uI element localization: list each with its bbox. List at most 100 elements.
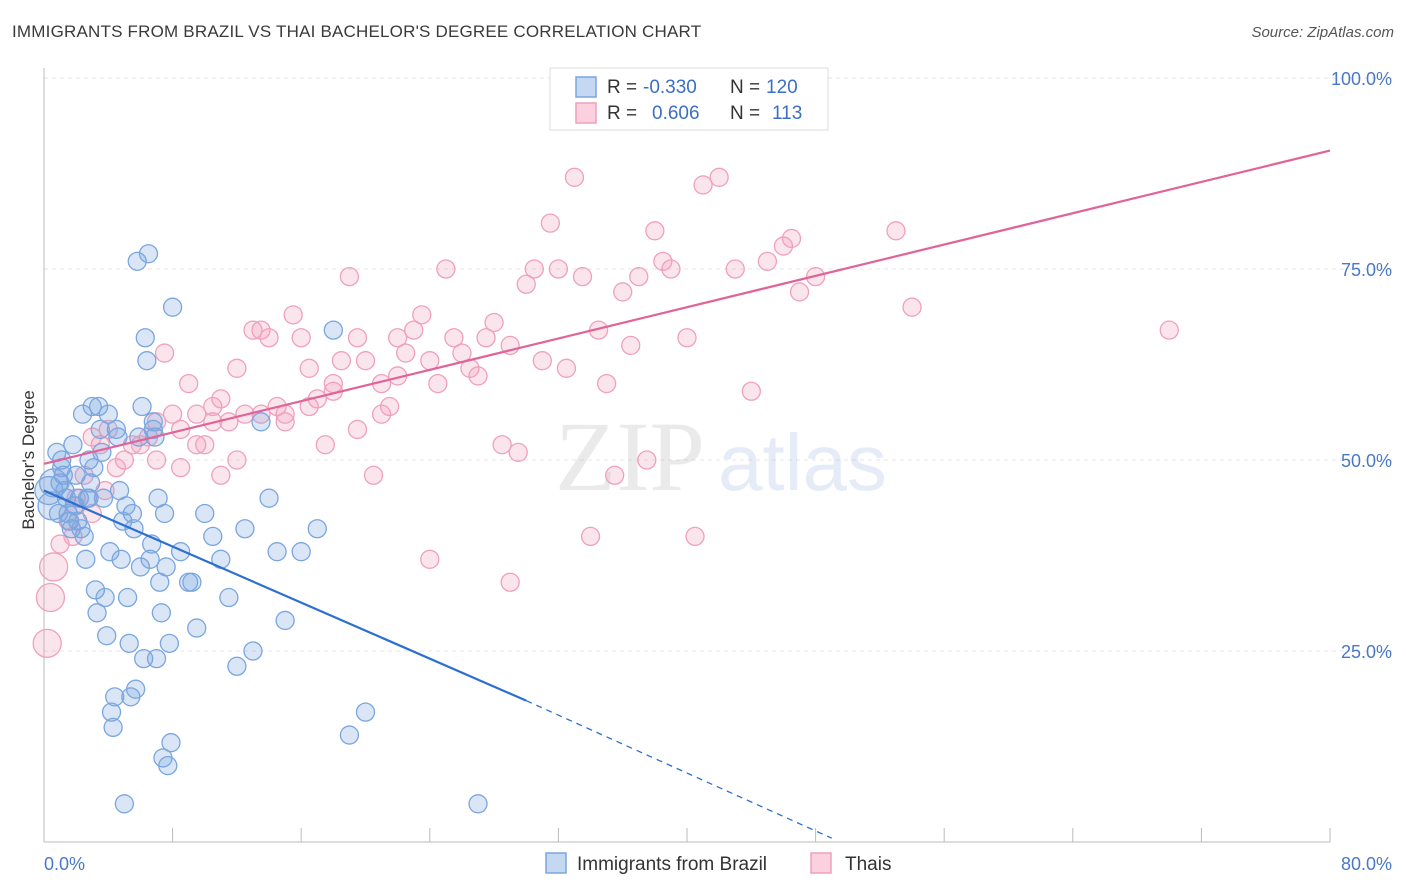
legend-swatch-brazil — [575, 76, 597, 98]
correlation-legend: R = -0.330 N = 120 R = 0.606 N = 113 — [549, 67, 829, 131]
thai-point-29 — [283, 305, 303, 325]
thai-point-72 — [629, 266, 649, 287]
x-tick-label-max: 80.0% — [1341, 854, 1392, 874]
thai-point-66 — [580, 526, 601, 547]
brazil-point-98 — [79, 488, 99, 508]
thai-point-19 — [203, 396, 223, 417]
bottom-legend-label-brazil: Immigrants from Brazil — [577, 854, 767, 875]
thai-point-15 — [170, 457, 191, 478]
thai-point-109 — [371, 404, 392, 424]
brazil-point-88 — [267, 542, 287, 562]
brazil-point-53 — [127, 251, 147, 272]
thai-point-47 — [428, 373, 448, 394]
thai-point-63 — [556, 358, 577, 378]
thai-point-61 — [540, 213, 561, 233]
brazil-point-36 — [100, 542, 120, 562]
thai-point-22 — [227, 358, 247, 378]
legend-n-value-thai: 113 — [772, 103, 802, 124]
y-tick-label-1: 75.0% — [1341, 260, 1392, 280]
brazil-point-25 — [82, 396, 102, 417]
thai-point-18 — [195, 435, 215, 455]
brazil-point-27 — [85, 580, 106, 600]
brazil-point-58 — [135, 328, 155, 348]
brazil-point-91 — [307, 519, 327, 539]
thai-point-24 — [243, 320, 263, 340]
thai-point-60 — [532, 351, 552, 371]
brazil-point-50 — [122, 503, 143, 524]
brazil-point-99 — [143, 419, 163, 440]
thai-point-9 — [98, 419, 118, 440]
chart-source: Source: ZipAtlas.com — [1251, 24, 1394, 41]
thai-point-59 — [524, 259, 544, 279]
thai-point-64 — [564, 167, 585, 187]
thai-trend-line — [43, 149, 1331, 465]
thai-point-108 — [323, 373, 344, 394]
brazil-point-86 — [251, 412, 271, 432]
thai-point-62 — [548, 259, 569, 279]
thai-point-111 — [63, 526, 83, 547]
legend-r-label-brazil: R = — [607, 77, 637, 98]
legend-r-value-thai: 0.606 — [652, 103, 700, 124]
thai-point-68 — [596, 373, 617, 394]
brazil-point-78 — [187, 618, 207, 638]
brazil-point-19 — [72, 404, 93, 424]
thai-point-95 — [275, 412, 295, 432]
thai-point-14 — [162, 404, 183, 424]
thai-point-53 — [476, 328, 496, 348]
brazil-point-89 — [275, 610, 295, 631]
thai-point-96 — [227, 450, 247, 470]
thai-point-92 — [500, 572, 520, 592]
thai-point-69 — [605, 465, 625, 485]
thai-point-71 — [621, 335, 641, 356]
thai-point-90 — [1159, 320, 1179, 340]
thai-point-33 — [315, 435, 335, 455]
thai-point-6 — [74, 465, 94, 485]
brazil-point-70 — [154, 503, 175, 524]
brazil-point-75 — [162, 297, 183, 317]
thai-point-82 — [741, 381, 761, 401]
brazil-point-80 — [203, 526, 223, 547]
legend-n-label-brazil: N = — [730, 77, 760, 98]
brazil-point-87 — [259, 488, 279, 508]
legend-swatch-thai — [575, 102, 597, 124]
thai-point-48 — [436, 259, 456, 279]
brazil-point-73 — [159, 633, 180, 654]
brazil-point-83 — [227, 656, 247, 676]
thai-point-20 — [211, 389, 231, 409]
thai-point-2 — [38, 552, 69, 582]
thai-point-86 — [789, 282, 810, 302]
thai-point-106 — [211, 465, 231, 485]
brazil-point-11 — [60, 511, 80, 531]
legend-n-value-brazil: 120 — [766, 77, 798, 98]
x-tick-label-min: 0.0% — [44, 854, 85, 874]
thai-point-77 — [677, 328, 697, 348]
thai-point-55 — [492, 435, 512, 455]
thai-point-88 — [886, 221, 906, 241]
legend-r-label-thai: R = — [607, 103, 637, 124]
thai-point-17 — [187, 404, 207, 424]
thai-point-16 — [179, 373, 199, 394]
brazil-point-47 — [117, 587, 138, 608]
brazil-point-32 — [93, 488, 114, 508]
thai-point-110 — [187, 435, 207, 455]
brazil-point-35 — [98, 404, 118, 424]
series-legend: Immigrants from Brazil Thais — [545, 852, 891, 875]
brazil-point-85 — [243, 641, 263, 661]
thai-point-89 — [902, 297, 922, 317]
thai-point-25 — [251, 320, 271, 340]
thai-point-1 — [35, 582, 66, 613]
chart-title: IMMIGRANTS FROM BRAZIL VS THAI BACHELOR'… — [12, 22, 702, 41]
brazil-point-10 — [58, 503, 78, 524]
thai-point-80 — [709, 167, 729, 187]
brazil-point-96 — [182, 572, 202, 592]
y-axis-label: Bachelor's Degree — [19, 390, 38, 529]
watermark-atlas: atlas — [718, 418, 887, 507]
brazil-point-55 — [130, 557, 151, 577]
bottom-legend-swatch-brazil — [545, 852, 567, 874]
brazil-point-72 — [158, 755, 178, 776]
brazil-point-59 — [137, 351, 157, 371]
y-tick-label-3: 25.0% — [1341, 642, 1392, 662]
brazil-point-71 — [156, 557, 176, 577]
brazil-trend-extension — [525, 700, 832, 839]
watermark: ZIP atlas — [555, 401, 887, 512]
